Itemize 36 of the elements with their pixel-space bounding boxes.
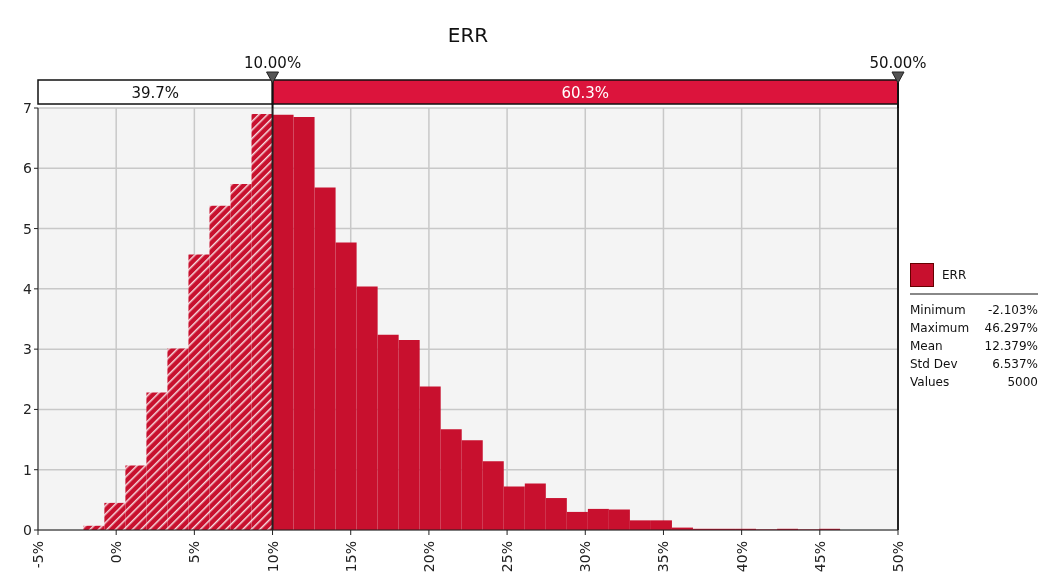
text: 5000 [1007, 374, 1038, 391]
x-tick-label: 40% [733, 541, 750, 573]
y-tick-label: 3 [23, 341, 32, 358]
x-tick-label: 0% [108, 541, 125, 564]
y-tick-label: 2 [23, 401, 32, 418]
y-tick-label: 5 [23, 220, 32, 237]
ref-line-label: 10.00% [243, 54, 302, 72]
ref-line-label: 50.00% [869, 54, 927, 72]
x-tick-label: 20% [420, 541, 437, 573]
x-tick-label: 30% [577, 541, 594, 573]
y-tick-label: 4 [23, 280, 33, 297]
text: Minimum [910, 302, 966, 319]
text: 6.537% [992, 356, 1038, 373]
text: 46.297% [984, 320, 1038, 337]
x-tick-label: 35% [655, 541, 672, 573]
y-tick-label: 6 [23, 160, 33, 177]
text: 39.7% [131, 84, 180, 102]
x-tick-label: 15% [342, 541, 359, 573]
x-tick-label: 5% [186, 541, 203, 564]
text: 60.3% [561, 84, 610, 102]
text: Maximum [910, 320, 970, 337]
x-tick-label: 50% [890, 541, 906, 573]
x-tick-label: 10% [264, 541, 281, 573]
y-tick-label: 1 [23, 461, 32, 478]
text: -2.103% [987, 302, 1038, 319]
text: Mean [910, 338, 943, 355]
chart-title: ERR [447, 23, 489, 47]
x-tick-label: -5% [30, 541, 46, 569]
x-tick-label: 45% [811, 541, 828, 573]
legend-label: ERR [942, 268, 967, 282]
y-tick-label: 7 [23, 99, 32, 116]
text: 12.379% [984, 338, 1038, 355]
text: Values [910, 374, 950, 391]
text: Std Dev [910, 356, 958, 373]
y-tick-label: 0 [23, 521, 32, 538]
x-tick-label: 25% [499, 541, 516, 573]
